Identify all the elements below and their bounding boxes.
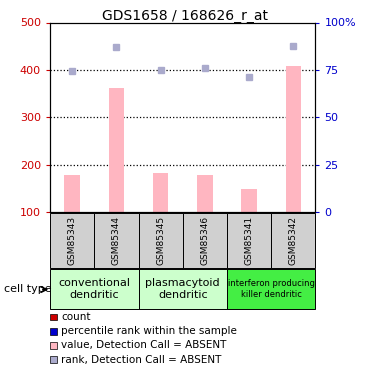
- Text: GSM85344: GSM85344: [112, 216, 121, 265]
- Bar: [50, 213, 94, 268]
- Bar: [138, 269, 227, 309]
- Text: count: count: [61, 312, 91, 322]
- Bar: [183, 213, 227, 268]
- Text: GSM85345: GSM85345: [156, 216, 165, 265]
- Text: conventional
dendritic: conventional dendritic: [58, 278, 130, 300]
- Bar: [138, 213, 183, 268]
- Bar: [197, 175, 213, 212]
- Text: plasmacytoid
dendritic: plasmacytoid dendritic: [145, 278, 220, 300]
- Text: GSM85342: GSM85342: [289, 216, 298, 265]
- Text: GDS1658 / 168626_r_at: GDS1658 / 168626_r_at: [102, 9, 269, 23]
- Text: percentile rank within the sample: percentile rank within the sample: [61, 326, 237, 336]
- Bar: [65, 175, 80, 212]
- Bar: [50, 269, 138, 309]
- Bar: [271, 213, 315, 268]
- Bar: [94, 213, 138, 268]
- Text: GSM85343: GSM85343: [68, 216, 77, 265]
- Bar: [241, 189, 257, 212]
- Bar: [227, 269, 315, 309]
- Bar: [109, 88, 124, 212]
- Text: GSM85341: GSM85341: [244, 216, 253, 265]
- Text: value, Detection Call = ABSENT: value, Detection Call = ABSENT: [61, 340, 227, 350]
- Text: GSM85346: GSM85346: [200, 216, 209, 265]
- Text: cell type: cell type: [4, 285, 51, 294]
- Bar: [227, 213, 271, 268]
- Text: interferon producing
killer dendritic: interferon producing killer dendritic: [228, 279, 315, 299]
- Text: rank, Detection Call = ABSENT: rank, Detection Call = ABSENT: [61, 355, 221, 364]
- Bar: [153, 172, 168, 212]
- Bar: [286, 66, 301, 212]
